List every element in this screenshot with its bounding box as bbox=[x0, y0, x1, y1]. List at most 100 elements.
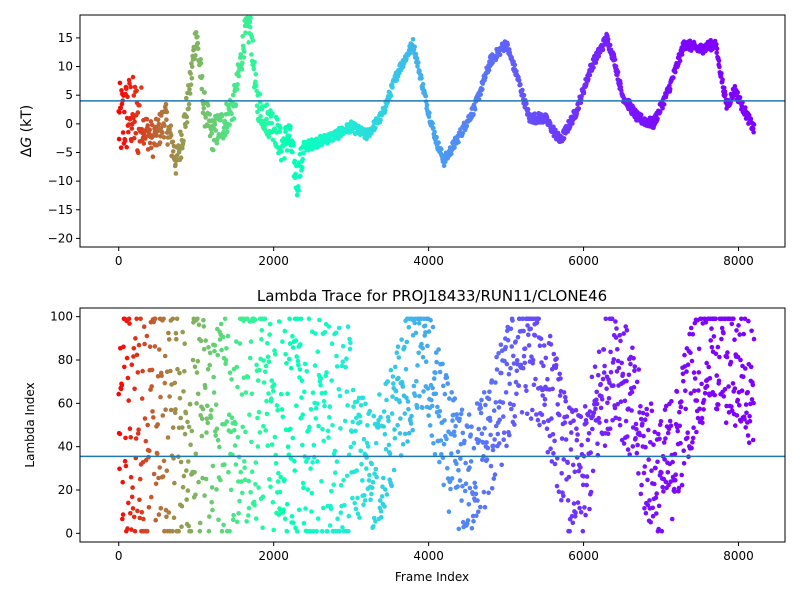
bottom-data-point bbox=[653, 495, 659, 501]
bottom-data-point bbox=[336, 387, 342, 392]
bottom-data-point bbox=[485, 445, 491, 451]
bottom-data-point bbox=[196, 322, 202, 328]
bottom-data-point bbox=[609, 316, 615, 322]
top-x-tick-label: 8000 bbox=[723, 254, 754, 268]
bottom-data-point bbox=[317, 317, 322, 323]
bottom-data-point bbox=[489, 486, 495, 491]
bottom-data-point bbox=[463, 460, 468, 466]
bottom-data-point bbox=[151, 415, 156, 420]
bottom-data-point bbox=[441, 482, 447, 488]
bottom-data-point bbox=[653, 465, 658, 471]
bottom-data-point bbox=[209, 500, 214, 505]
bottom-data-point bbox=[266, 359, 272, 365]
bottom-data-point bbox=[625, 434, 630, 439]
top-data-point bbox=[279, 149, 284, 154]
bottom-data-point bbox=[129, 494, 135, 500]
bottom-data-point bbox=[293, 338, 299, 343]
bottom-data-point bbox=[406, 430, 412, 436]
bottom-data-point bbox=[454, 461, 459, 467]
bottom-data-point bbox=[731, 316, 736, 322]
bottom-data-point bbox=[269, 442, 275, 447]
top-data-point bbox=[570, 121, 575, 126]
bottom-data-point bbox=[174, 316, 180, 322]
bottom-data-point bbox=[228, 429, 234, 435]
bottom-data-point bbox=[217, 444, 222, 450]
bottom-data-point bbox=[346, 528, 351, 534]
bottom-data-point bbox=[634, 426, 639, 432]
bottom-data-point bbox=[476, 426, 482, 432]
bottom-data-point bbox=[632, 368, 637, 374]
bottom-data-point bbox=[689, 358, 695, 364]
bottom-data-point bbox=[679, 482, 685, 488]
bottom-data-point bbox=[205, 367, 211, 372]
top-data-point bbox=[139, 85, 144, 90]
bottom-data-point bbox=[713, 316, 718, 322]
top-data-point bbox=[161, 135, 167, 140]
bottom-data-point bbox=[742, 316, 748, 322]
bottom-data-point bbox=[149, 384, 154, 389]
bottom-data-point bbox=[676, 485, 682, 491]
bottom-data-point bbox=[233, 462, 239, 467]
bottom-data-point bbox=[264, 398, 269, 404]
top-data-point bbox=[178, 155, 184, 160]
bottom-data-point bbox=[131, 346, 137, 351]
bottom-data-point bbox=[622, 398, 628, 404]
bottom-data-point bbox=[702, 390, 708, 396]
bottom-data-point bbox=[181, 473, 187, 479]
bottom-data-point bbox=[701, 407, 706, 412]
top-data-point bbox=[587, 72, 593, 78]
bottom-data-point bbox=[278, 391, 284, 397]
bottom-data-point bbox=[242, 465, 247, 471]
bottom-data-point bbox=[632, 364, 638, 369]
bottom-data-point bbox=[493, 423, 499, 429]
bottom-data-point bbox=[610, 418, 615, 423]
bottom-data-point bbox=[336, 325, 342, 331]
top-data-point bbox=[714, 50, 719, 56]
bottom-data-point bbox=[716, 402, 721, 407]
top-data-point bbox=[284, 148, 290, 153]
bottom-data-point bbox=[500, 400, 506, 405]
bottom-data-point bbox=[361, 436, 367, 442]
bottom-data-point bbox=[420, 354, 426, 360]
bottom-data-point bbox=[488, 463, 494, 469]
bottom-data-point bbox=[203, 385, 208, 391]
bottom-data-point bbox=[620, 371, 626, 377]
bottom-data-point bbox=[598, 381, 603, 387]
bottom-data-point bbox=[555, 402, 560, 407]
bottom-data-point bbox=[638, 491, 644, 497]
bottom-data-point bbox=[531, 382, 537, 388]
bottom-data-point bbox=[750, 437, 756, 443]
bottom-data-point bbox=[128, 435, 133, 440]
bottom-data-point bbox=[433, 391, 439, 397]
bottom-data-point bbox=[289, 514, 295, 519]
bottom-data-point bbox=[520, 365, 526, 371]
bottom-data-point bbox=[295, 358, 301, 364]
bottom-data-point bbox=[120, 516, 125, 522]
bottom-data-point bbox=[539, 360, 544, 365]
bottom-data-point bbox=[261, 358, 267, 363]
bottom-y-ticks: 0 20 40 60 80 100 bbox=[50, 310, 80, 540]
bottom-data-point bbox=[638, 404, 643, 409]
bottom-data-point bbox=[491, 408, 497, 413]
bottom-data-point bbox=[616, 365, 622, 371]
bottom-data-point bbox=[571, 501, 577, 506]
bottom-data-point bbox=[381, 424, 387, 429]
bottom-data-point bbox=[428, 318, 433, 323]
bottom-data-point bbox=[175, 366, 180, 372]
bottom-data-point bbox=[391, 467, 397, 473]
top-data-point bbox=[122, 109, 127, 115]
bottom-data-point bbox=[326, 435, 331, 440]
bottom-data-point bbox=[721, 330, 726, 336]
bottom-data-point bbox=[335, 516, 340, 521]
bottom-data-point bbox=[180, 485, 186, 490]
bottom-data-point bbox=[570, 462, 576, 468]
bottom-data-point bbox=[533, 376, 538, 382]
bottom-data-point bbox=[193, 451, 199, 457]
bottom-data-point bbox=[166, 337, 172, 342]
bottom-data-point bbox=[333, 330, 339, 336]
bottom-data-point bbox=[606, 396, 612, 401]
bottom-data-point bbox=[636, 367, 642, 372]
bottom-data-point bbox=[694, 429, 699, 435]
bottom-data-point bbox=[541, 363, 546, 369]
bottom-data-point bbox=[402, 344, 407, 350]
